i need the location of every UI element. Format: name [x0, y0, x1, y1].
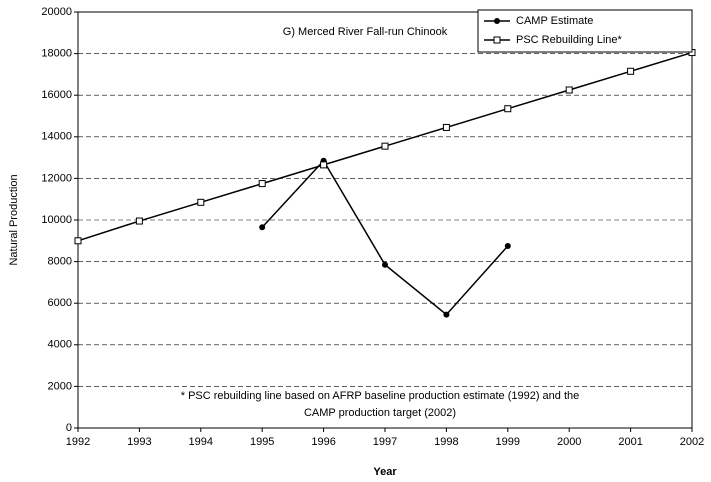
data-point: [258, 180, 266, 188]
y-tick-label: 14000: [41, 131, 72, 143]
data-point: [443, 311, 450, 318]
data-point: [504, 243, 511, 249]
x-tick-label: 1995: [250, 436, 274, 448]
annotation: CAMP production target (2002): [304, 407, 456, 419]
data-point: [135, 217, 143, 225]
legend-marker: [493, 36, 501, 44]
data-point: [627, 67, 635, 75]
annotation: * PSC rebuilding line based on AFRP base…: [181, 390, 580, 402]
series-line: [261, 159, 509, 316]
data-point: [382, 261, 388, 268]
data-point: [74, 237, 82, 245]
y-tick-label: 2000: [48, 380, 72, 392]
legend-label: PSC Rebuilding Line*: [516, 34, 623, 46]
x-tick-label: 1993: [127, 436, 151, 448]
legend-label: CAMP Estimate: [516, 15, 593, 27]
x-tick-label: 2001: [618, 436, 642, 448]
y-tick-label: 8000: [48, 256, 72, 268]
legend: CAMP Estimate PSC Rebuilding Line*: [477, 9, 693, 53]
chart-title: G) Merced River Fall-run Chinook: [283, 26, 448, 38]
y-tick-label: 12000: [41, 172, 72, 184]
x-tick-label: 2000: [557, 436, 581, 448]
legend-marker: [494, 18, 500, 24]
x-tick-label: 1999: [496, 436, 520, 448]
y-tick-label: 4000: [48, 339, 72, 351]
x-tick-label: 1997: [373, 436, 397, 448]
y-tick-label: 16000: [41, 89, 72, 101]
y-tick-label: 18000: [41, 48, 72, 60]
x-tick-label: 2002: [680, 436, 704, 448]
data-point: [197, 198, 205, 206]
data-point: [381, 142, 389, 150]
legend-box: [477, 9, 693, 53]
data-point: [565, 86, 573, 94]
y-tick-label: 0: [66, 422, 72, 434]
x-tick-label: 1996: [311, 436, 335, 448]
y-axis-label: Natural Production: [8, 174, 20, 265]
data-point: [320, 161, 328, 169]
x-tick-label: 1992: [66, 436, 90, 448]
data-point: [504, 105, 512, 113]
x-axis-label: Year: [373, 466, 397, 478]
x-tick-label: 1994: [189, 436, 213, 448]
data-point: [259, 224, 266, 231]
data-point: [442, 123, 450, 131]
y-tick-label: 20000: [41, 6, 72, 18]
y-tick-label: 10000: [41, 214, 72, 226]
x-tick-label: 1998: [434, 436, 458, 448]
y-tick-label: 6000: [48, 297, 72, 309]
